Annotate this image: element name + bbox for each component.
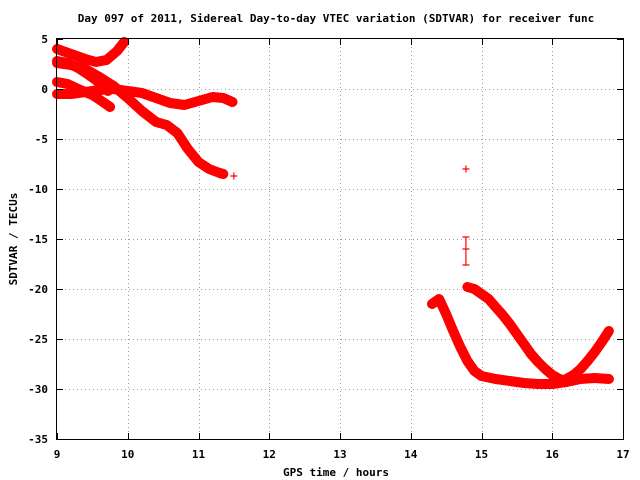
series-track-5 [52,58,229,179]
grid [57,39,623,439]
isolated-points [230,165,470,291]
plus-marker [230,172,238,180]
x-tick-label: 10 [121,448,134,461]
x-axis-label: GPS time / hours [283,466,389,479]
y-axis-label: SDTVAR / TECUs [7,193,20,286]
error-bar [462,236,470,266]
y-tick-label: -15 [28,233,48,246]
x-tick-label: 11 [192,448,206,461]
y-tick-label: 0 [41,83,48,96]
plus-marker [462,283,470,291]
series-track-1 [52,37,130,67]
x-tick-label: 13 [333,448,346,461]
y-tick-label: -20 [28,283,48,296]
plus-marker [462,165,470,173]
y-tick-label: -35 [28,433,48,446]
chart-title: Day 097 of 2011, Sidereal Day-to-day VTE… [78,12,595,25]
plot-frame [56,38,624,440]
x-tick-label: 17 [616,448,629,461]
x-tick-label: 9 [54,448,61,461]
x-tick-label: 12 [263,448,276,461]
series-track-7 [462,282,572,386]
data-series [52,37,614,389]
y-tick-label: 5 [41,33,48,46]
series-track-4 [52,84,238,110]
series-track-8 [540,326,614,389]
axis-ticks [57,39,624,440]
x-tick-label: 15 [475,448,488,461]
x-tick-label: 14 [404,448,418,461]
y-tick-label: -5 [35,133,48,146]
y-tick-labels: 5 0 -5 -10 -15 -20 -25 -30 -35 [28,33,48,446]
x-tick-label: 16 [546,448,560,461]
error-bars [462,236,470,266]
y-tick-label: -30 [28,383,48,396]
y-tick-label: -10 [28,183,48,196]
y-tick-label: -25 [28,333,48,346]
x-tick-labels: 9 10 11 12 13 14 15 16 17 [54,448,630,461]
